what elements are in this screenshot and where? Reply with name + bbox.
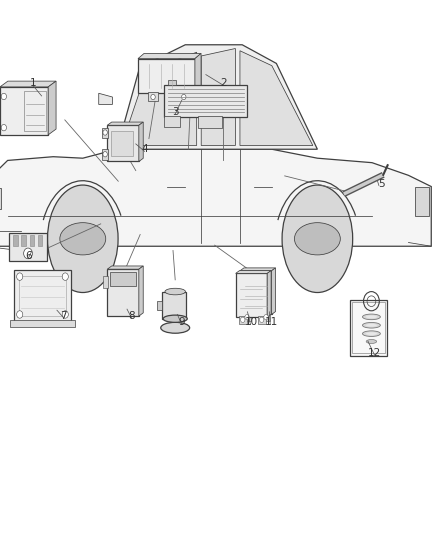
Text: 7: 7 bbox=[60, 311, 67, 320]
Bar bbox=[24, 91, 46, 131]
Ellipse shape bbox=[363, 314, 380, 320]
Bar bbox=[30, 236, 34, 246]
Bar bbox=[19, 276, 66, 316]
Polygon shape bbox=[99, 93, 113, 104]
Bar bbox=[415, 187, 429, 216]
Polygon shape bbox=[48, 81, 56, 135]
Polygon shape bbox=[0, 149, 431, 246]
Bar bbox=[198, 116, 222, 128]
Circle shape bbox=[259, 317, 264, 322]
Ellipse shape bbox=[282, 185, 353, 293]
Polygon shape bbox=[117, 45, 318, 149]
Circle shape bbox=[103, 130, 107, 135]
Bar bbox=[239, 316, 247, 324]
Bar bbox=[14, 270, 71, 321]
Text: 3: 3 bbox=[172, 107, 179, 117]
Bar bbox=[107, 269, 139, 316]
Text: 12: 12 bbox=[368, 348, 381, 358]
Polygon shape bbox=[201, 49, 235, 146]
Circle shape bbox=[240, 317, 245, 322]
Text: 8: 8 bbox=[128, 311, 135, 320]
Bar bbox=[157, 301, 162, 310]
Ellipse shape bbox=[366, 324, 377, 327]
Bar bbox=[21, 236, 26, 246]
Bar bbox=[14, 236, 18, 246]
Bar bbox=[179, 92, 189, 101]
Bar bbox=[0, 87, 48, 135]
Polygon shape bbox=[139, 266, 143, 316]
Text: 6: 6 bbox=[25, 251, 32, 261]
Text: 1: 1 bbox=[29, 78, 36, 87]
Ellipse shape bbox=[165, 288, 185, 295]
Bar bbox=[262, 313, 270, 321]
Circle shape bbox=[264, 314, 268, 320]
Bar bbox=[0, 188, 1, 209]
Bar bbox=[243, 313, 251, 321]
Polygon shape bbox=[272, 268, 276, 314]
Text: 2: 2 bbox=[220, 78, 227, 87]
Ellipse shape bbox=[163, 315, 187, 322]
Ellipse shape bbox=[366, 316, 377, 318]
Text: 5: 5 bbox=[378, 179, 385, 189]
Circle shape bbox=[103, 151, 107, 157]
Bar bbox=[352, 302, 385, 353]
Bar bbox=[110, 271, 136, 286]
Polygon shape bbox=[107, 122, 143, 125]
Ellipse shape bbox=[294, 223, 340, 255]
Ellipse shape bbox=[366, 340, 377, 343]
Bar bbox=[10, 320, 75, 327]
Circle shape bbox=[62, 273, 68, 280]
Bar bbox=[148, 92, 158, 101]
Bar bbox=[164, 116, 180, 127]
Circle shape bbox=[1, 125, 7, 131]
Polygon shape bbox=[195, 53, 201, 93]
Bar bbox=[168, 80, 176, 85]
Bar bbox=[38, 236, 42, 246]
Bar bbox=[350, 300, 387, 356]
Bar bbox=[9, 233, 47, 261]
Text: 10: 10 bbox=[245, 318, 258, 327]
Polygon shape bbox=[240, 51, 313, 146]
Bar bbox=[138, 59, 195, 93]
Ellipse shape bbox=[47, 185, 118, 293]
Circle shape bbox=[245, 314, 249, 320]
Circle shape bbox=[17, 311, 23, 318]
Polygon shape bbox=[267, 271, 271, 317]
Circle shape bbox=[62, 311, 68, 318]
Polygon shape bbox=[240, 268, 276, 271]
Bar bbox=[240, 271, 272, 314]
Circle shape bbox=[1, 93, 7, 100]
Polygon shape bbox=[236, 271, 271, 273]
Circle shape bbox=[17, 273, 23, 280]
Bar bbox=[111, 131, 133, 156]
Ellipse shape bbox=[363, 331, 380, 336]
Ellipse shape bbox=[363, 322, 380, 328]
Bar bbox=[164, 85, 247, 117]
Circle shape bbox=[182, 94, 186, 100]
Ellipse shape bbox=[161, 322, 190, 333]
Polygon shape bbox=[107, 266, 143, 269]
Bar bbox=[258, 316, 265, 324]
Bar bbox=[102, 149, 108, 160]
Circle shape bbox=[24, 248, 32, 259]
Polygon shape bbox=[138, 53, 201, 59]
Bar bbox=[162, 292, 186, 319]
Ellipse shape bbox=[366, 332, 377, 335]
Text: 4: 4 bbox=[141, 144, 148, 154]
Polygon shape bbox=[139, 122, 143, 161]
Circle shape bbox=[151, 94, 155, 100]
Text: 9: 9 bbox=[178, 318, 185, 327]
Polygon shape bbox=[121, 52, 197, 146]
Bar bbox=[236, 273, 267, 317]
Bar bbox=[102, 128, 108, 138]
Text: 11: 11 bbox=[265, 318, 278, 327]
Polygon shape bbox=[0, 81, 56, 87]
Bar bbox=[107, 125, 139, 161]
Bar bbox=[103, 276, 108, 288]
Ellipse shape bbox=[60, 223, 106, 255]
